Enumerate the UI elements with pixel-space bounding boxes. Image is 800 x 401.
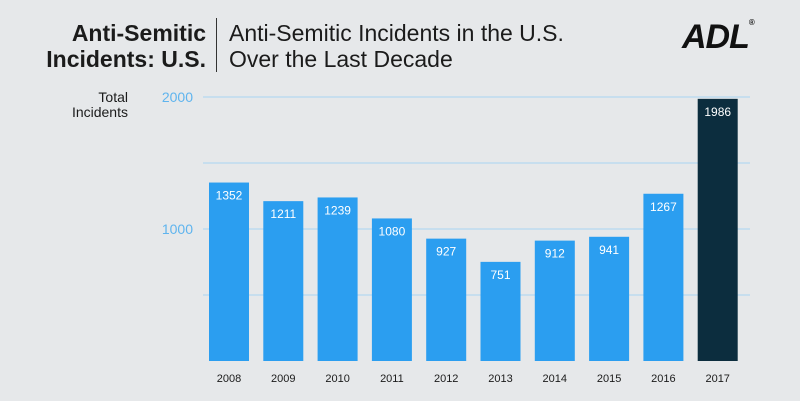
bar-2014 <box>534 240 575 361</box>
x-tick-label: 2016 <box>651 373 675 385</box>
x-tick-label: 2017 <box>705 373 729 385</box>
chart-title-line-1: Anti-Semitic Incidents in the U.S. <box>229 20 564 46</box>
data-label: 941 <box>599 243 619 257</box>
y-axis-label-line-1: Total <box>98 89 128 105</box>
bar-2009 <box>263 201 304 361</box>
y-axis-label-line-2: Incidents <box>71 104 128 120</box>
logo-text: ADL <box>682 18 750 56</box>
bar-2016 <box>643 193 684 361</box>
data-label: 1986 <box>704 105 731 119</box>
chart-title: Anti-Semitic Incidents in the U.S. Over … <box>229 20 564 72</box>
category-title-line-1: Anti-Semitic <box>71 20 206 46</box>
data-label: 1080 <box>379 224 406 238</box>
x-tick-label: 2013 <box>488 373 512 385</box>
x-tick-label: 2011 <box>380 373 404 385</box>
bar-2010 <box>317 197 358 361</box>
x-tick-label: 2009 <box>271 373 295 385</box>
y-tick-label: 1000 <box>162 221 193 237</box>
chart-title-line-2: Over the Last Decade <box>229 46 453 72</box>
bar-2011 <box>371 218 412 361</box>
data-label: 912 <box>545 247 565 261</box>
bar-2017 <box>697 98 738 362</box>
bar-2008 <box>209 182 249 361</box>
category-title-line-2: Incidents: U.S. <box>46 46 206 72</box>
x-tick-label: 2010 <box>325 373 349 385</box>
data-label: 1267 <box>650 200 677 214</box>
data-label: 1352 <box>216 189 243 203</box>
adl-logo: ADL® <box>682 18 755 56</box>
x-tick-label: 2015 <box>597 373 621 385</box>
bar-2012 <box>426 238 467 361</box>
data-label: 1211 <box>270 207 296 221</box>
bar-2015 <box>589 236 630 361</box>
data-label: 927 <box>436 245 456 259</box>
y-tick-label: 2000 <box>162 89 193 105</box>
data-label: 751 <box>490 268 510 282</box>
y-axis-label: Total Incidents <box>40 90 128 120</box>
title-divider <box>216 18 217 72</box>
chart-category-title: Anti-Semitic Incidents: U.S. <box>33 20 206 72</box>
x-tick-label: 2014 <box>543 373 567 385</box>
x-tick-label: 2012 <box>434 373 458 385</box>
x-tick-label: 2008 <box>217 373 241 385</box>
data-label: 1239 <box>324 203 351 217</box>
bar-2013 <box>480 261 521 361</box>
